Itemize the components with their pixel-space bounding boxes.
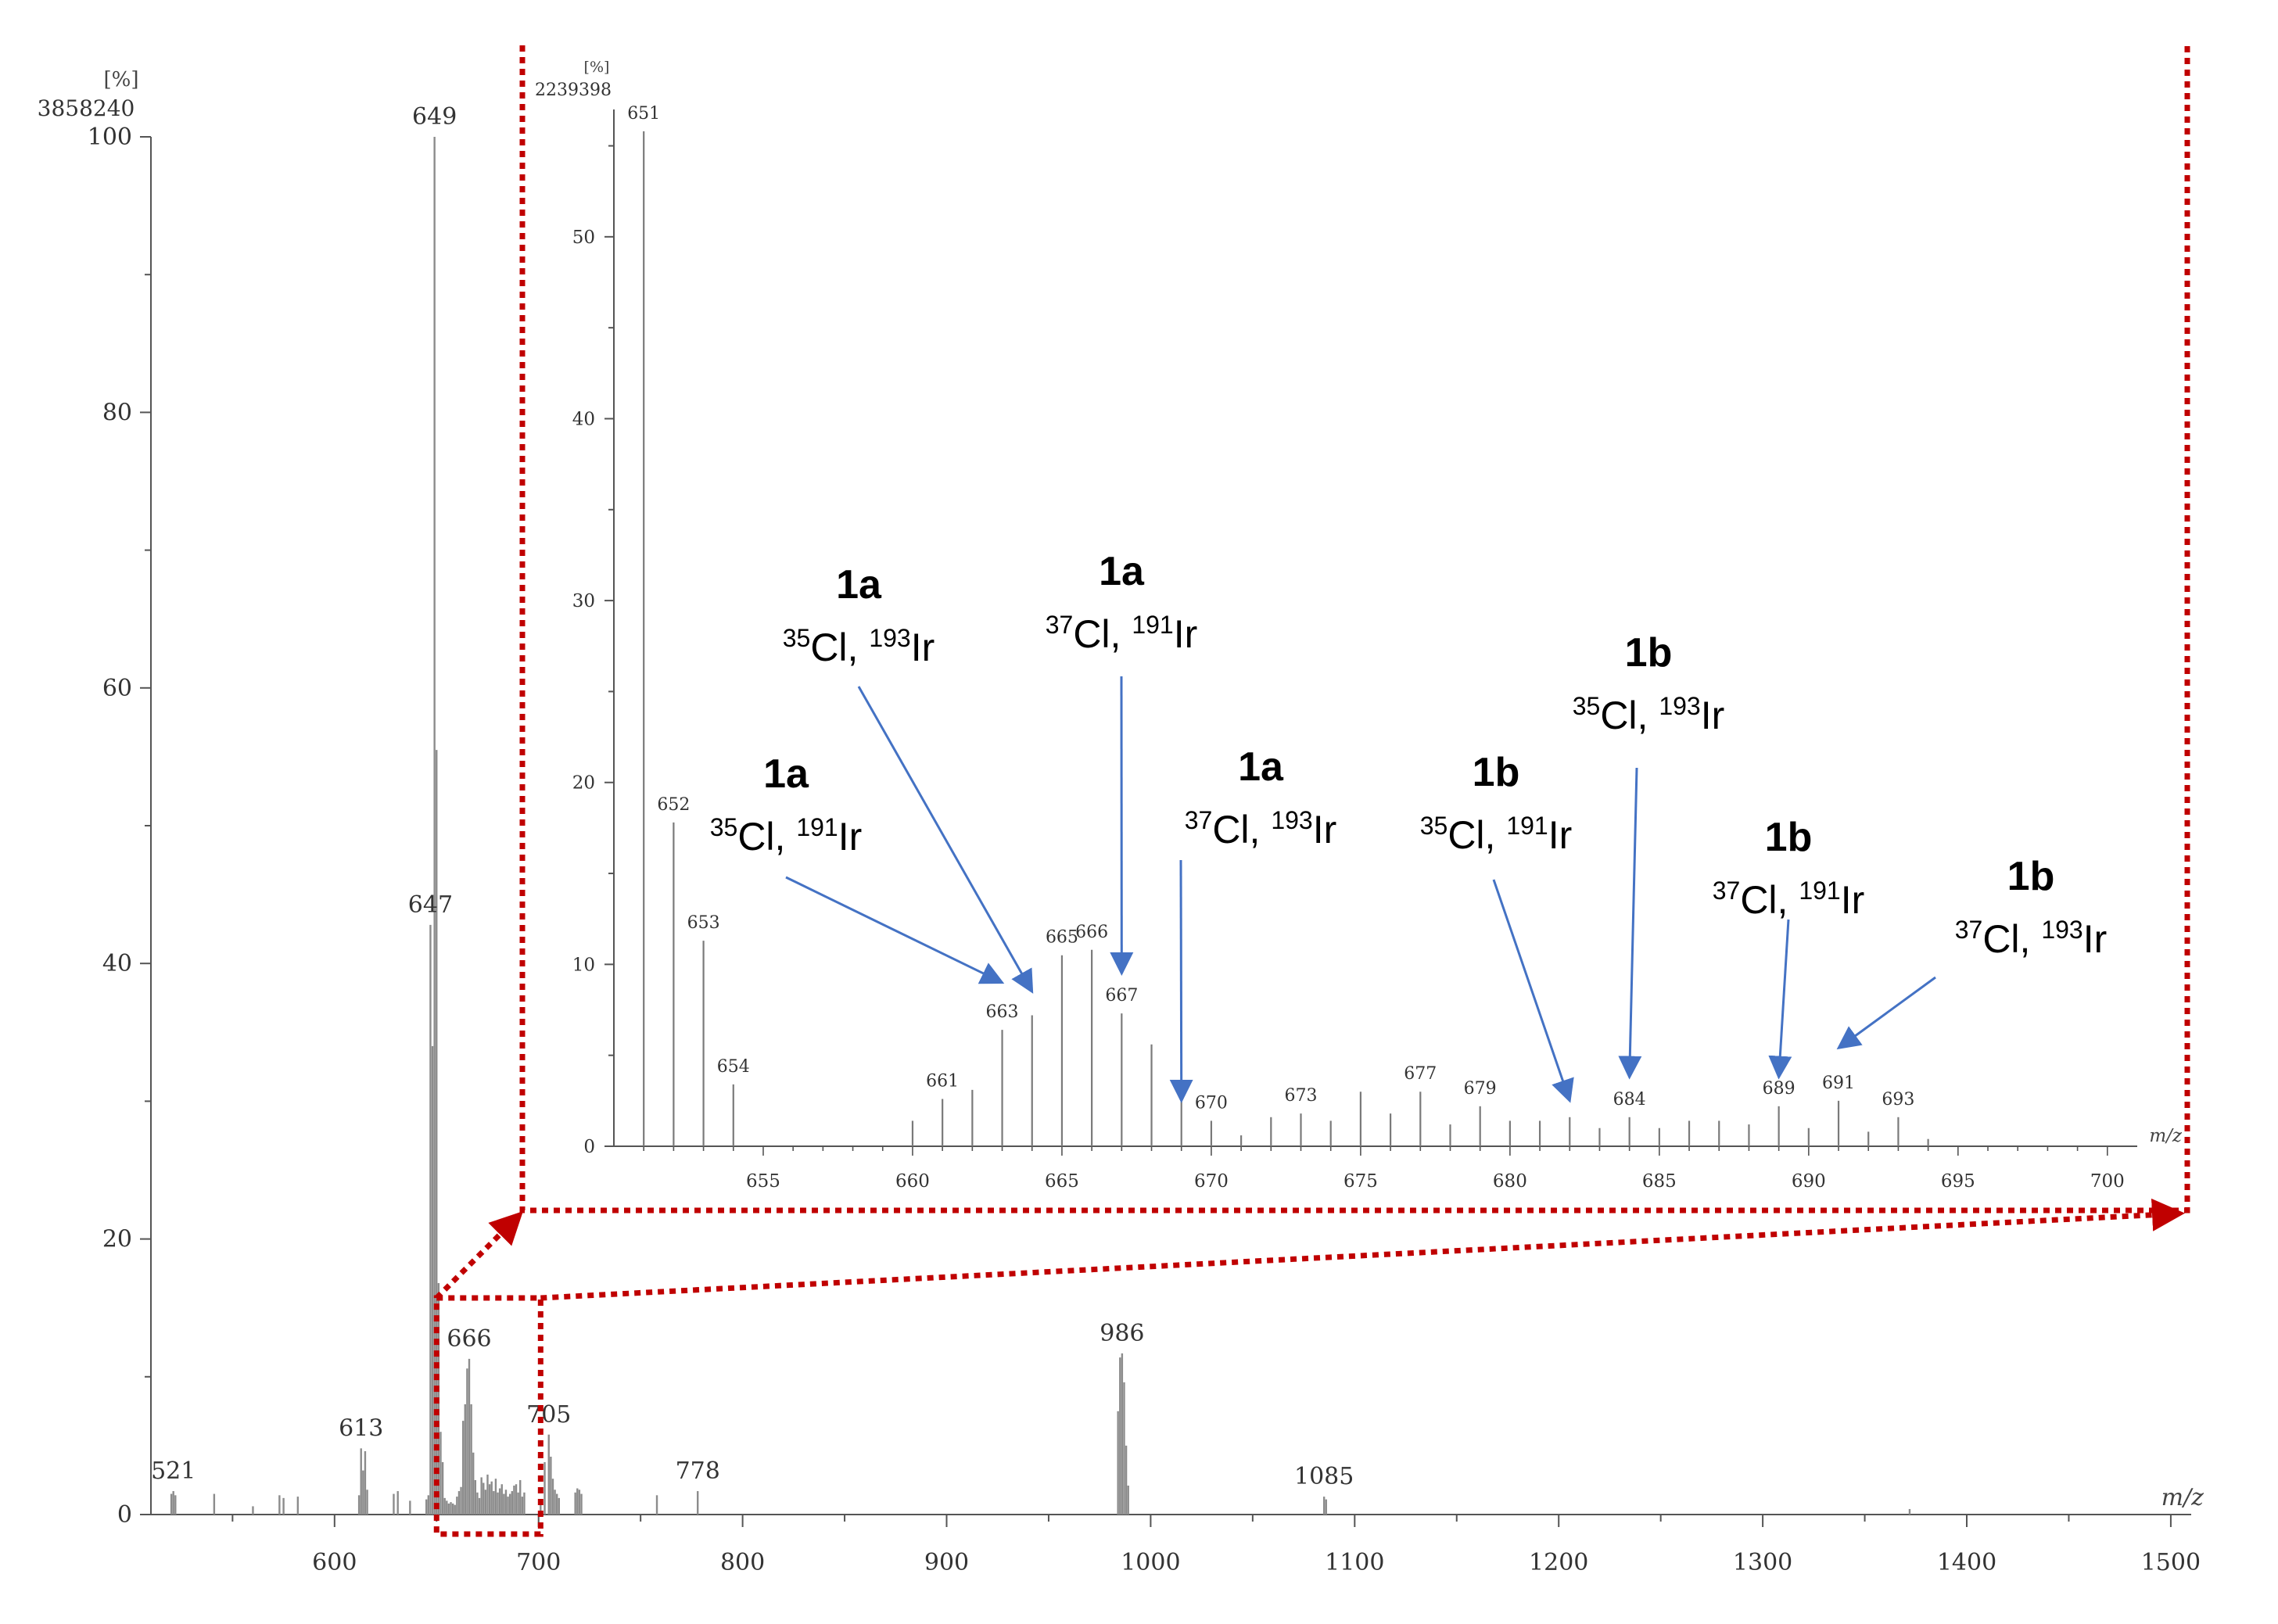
zoom-connector-left xyxy=(434,1211,523,1300)
annotation-arrow xyxy=(1768,919,1792,1080)
y-tick-label: 40 xyxy=(102,950,132,977)
compound-label: 1a xyxy=(1099,549,1145,594)
peak-label: 705 xyxy=(526,1401,571,1429)
x-tick-label: 700 xyxy=(516,1549,561,1576)
inset-y-tick-label: 10 xyxy=(572,955,595,975)
inset-peak-label: 651 xyxy=(627,104,660,124)
inset-x-axis-label: m/z xyxy=(2149,1126,2183,1146)
inset-frame xyxy=(519,45,2190,1214)
zoom-connector-right xyxy=(540,1198,2185,1301)
isotope-formula: 37Cl, 191Ir xyxy=(1713,877,1865,922)
inset-peak-label: 663 xyxy=(986,1002,1019,1022)
y-tick-label: 80 xyxy=(102,399,132,426)
peak-label: 521 xyxy=(151,1457,196,1485)
inset-x-tick-label: 655 xyxy=(746,1171,780,1192)
y-tick-label: 100 xyxy=(88,124,132,151)
annotation-arrow xyxy=(785,876,1005,984)
inset-peak-label: 652 xyxy=(657,795,690,815)
annotation-arrow xyxy=(1169,859,1193,1103)
compound-label: 1b xyxy=(1473,750,1520,795)
peak-label: 986 xyxy=(1100,1320,1144,1347)
annotation-arrow xyxy=(1836,976,1936,1050)
inset-peak-label: 677 xyxy=(1404,1064,1437,1084)
y-base-intensity: 3858240 xyxy=(38,95,135,121)
compound-label: 1a xyxy=(763,751,809,797)
x-tick-label: 600 xyxy=(312,1549,357,1576)
inset-peak-label: 691 xyxy=(1822,1074,1855,1093)
zoom-region-box xyxy=(433,1295,543,1537)
isotope-formula: 35Cl, 191Ir xyxy=(710,813,863,859)
compound-label: 1b xyxy=(1765,815,1813,860)
inset-peak-label: 670 xyxy=(1195,1093,1228,1113)
inset-peak-label: 684 xyxy=(1613,1090,1646,1110)
inset-x-tick-label: 665 xyxy=(1045,1171,1079,1192)
peak-label: 778 xyxy=(676,1457,720,1485)
inset-spectrum-plot: 0 10 20 30 40 50 [%] 2239398 655 660 665 670 675 680 6… xyxy=(535,59,2183,1192)
compound-label: 1a xyxy=(836,562,882,608)
compound-label: 1b xyxy=(2007,854,2055,899)
inset-x-tick-label: 670 xyxy=(1194,1171,1229,1192)
inset-x-tick-label: 660 xyxy=(895,1171,930,1192)
peak-label: 1085 xyxy=(1294,1463,1354,1490)
annotation-arrow xyxy=(1618,767,1642,1080)
x-axis-label: m/z xyxy=(2161,1484,2204,1511)
x-tick-label: 1100 xyxy=(1325,1549,1384,1576)
inset-x-tick-label: 675 xyxy=(1343,1171,1378,1192)
inset-peak-label: 654 xyxy=(717,1057,750,1077)
x-tick-label: 1500 xyxy=(2141,1549,2201,1576)
peak-label: 647 xyxy=(408,891,453,919)
inset-y-base-intensity: 2239398 xyxy=(535,81,612,100)
x-tick-label: 800 xyxy=(720,1549,765,1576)
annotation-arrow xyxy=(1492,879,1574,1103)
y-tick-label: 20 xyxy=(102,1226,132,1253)
inset-peak-label: 661 xyxy=(926,1072,959,1092)
inset-peak-label: 693 xyxy=(1882,1090,1914,1110)
x-tick-label: 1000 xyxy=(1121,1549,1180,1576)
isotope-formula: 35Cl, 193Ir xyxy=(783,624,935,669)
peak-label: 649 xyxy=(412,103,457,131)
x-tick-label: 1200 xyxy=(1529,1549,1588,1576)
isotope-formula: 35Cl, 193Ir xyxy=(1573,692,1725,737)
inset-y-tick-label: 40 xyxy=(572,409,595,429)
x-tick-label: 1300 xyxy=(1733,1549,1792,1576)
isotope-formula: 37Cl, 193Ir xyxy=(1955,916,2108,961)
inset-peak-label: 666 xyxy=(1075,923,1108,942)
inset-peak-label: 667 xyxy=(1105,986,1138,1006)
peak-label: 666 xyxy=(447,1325,491,1353)
inset-y-tick-label: 20 xyxy=(572,773,595,794)
x-tick-label: 1400 xyxy=(1937,1549,1996,1576)
inset-peak-label: 665 xyxy=(1046,928,1078,948)
compound-label: 1b xyxy=(1625,630,1673,676)
isotope-formula: 37Cl, 191Ir xyxy=(1046,611,1198,656)
isotope-formula: 35Cl, 191Ir xyxy=(1420,812,1573,857)
inset-y-tick-label: 30 xyxy=(572,591,595,611)
inset-peak-label: 673 xyxy=(1285,1086,1318,1106)
inset-x-tick-label: 695 xyxy=(1941,1171,1975,1192)
compound-label: 1a xyxy=(1238,744,1284,790)
x-tick-label: 900 xyxy=(924,1549,969,1576)
inset-y-unit-label: [%] xyxy=(584,59,610,76)
inset-peak-label: 653 xyxy=(687,913,720,933)
inset-peak-label: 679 xyxy=(1464,1079,1497,1099)
isotope-annotations: 1a 35Cl, 193Ir 1a 37Cl, 191Ir 1a 35Cl, 191Ir 1… xyxy=(710,549,2108,1103)
inset-x-tick-label: 685 xyxy=(1642,1171,1677,1192)
inset-x-tick-label: 690 xyxy=(1792,1171,1826,1192)
annotation-arrow xyxy=(857,686,1034,994)
y-tick-label: 60 xyxy=(102,675,132,702)
y-tick-label: 0 xyxy=(117,1501,132,1529)
zoom-guides xyxy=(433,45,2190,1537)
inset-y-tick-label: 50 xyxy=(572,228,595,248)
inset-y-tick-label: 0 xyxy=(583,1137,595,1157)
isotope-formula: 37Cl, 193Ir xyxy=(1185,806,1337,851)
peak-label: 613 xyxy=(339,1414,383,1442)
inset-peak-label: 689 xyxy=(1763,1079,1795,1099)
y-unit-label: [%] xyxy=(104,68,139,91)
inset-x-tick-label: 700 xyxy=(2090,1171,2125,1192)
inset-x-tick-label: 680 xyxy=(1493,1171,1527,1192)
